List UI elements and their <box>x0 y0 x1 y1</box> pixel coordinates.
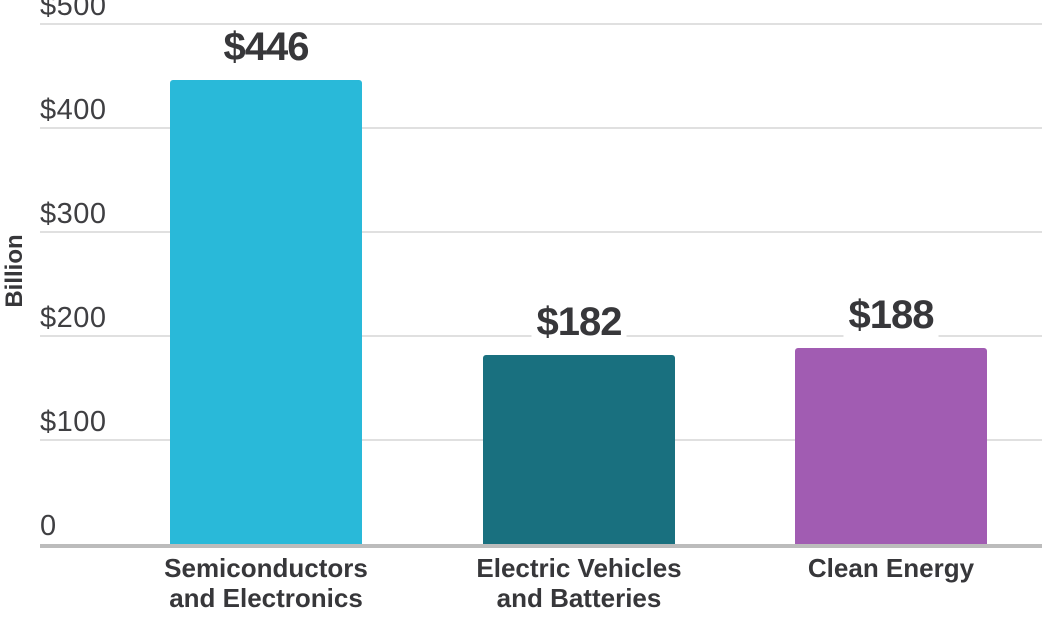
y-tick-label: $100 <box>40 406 107 438</box>
bar-value-label: $446 <box>218 25 314 71</box>
y-tick-label: 0 <box>40 510 57 542</box>
gridline <box>40 231 1042 233</box>
bar <box>795 348 987 544</box>
gridline <box>40 127 1042 129</box>
x-category-label: Semiconductors and Electronics <box>164 553 368 613</box>
y-tick-label: $300 <box>40 198 107 230</box>
bar <box>170 80 362 544</box>
x-axis-line <box>40 544 1042 548</box>
x-category-label: Electric Vehicles and Batteries <box>476 553 682 613</box>
bar <box>483 354 675 544</box>
gridline <box>40 23 1042 25</box>
x-category-label: Clean Energy <box>807 553 975 583</box>
y-tick-label: $500 <box>40 0 107 22</box>
y-tick-label: $200 <box>40 302 107 334</box>
bar-value-label: $182 <box>531 299 627 345</box>
y-tick-label: $400 <box>40 94 107 126</box>
bar-value-label: $188 <box>843 293 939 339</box>
